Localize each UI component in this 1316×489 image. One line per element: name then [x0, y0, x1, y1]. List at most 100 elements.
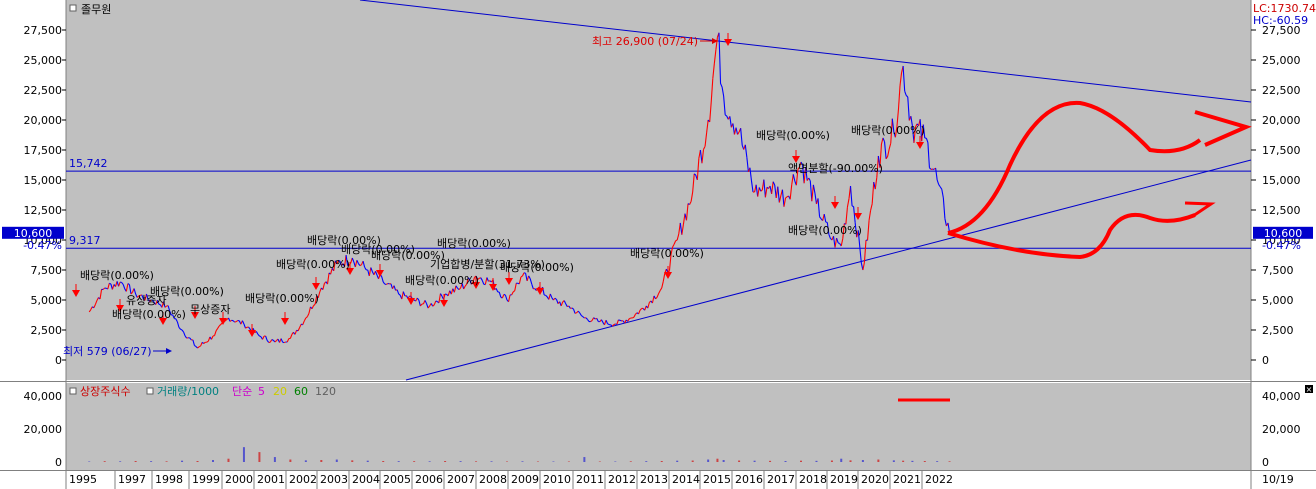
price-segment — [198, 345, 201, 348]
price-segment — [673, 240, 677, 245]
price-segment — [921, 124, 924, 142]
drawing-upper-arrow[interactable] — [1194, 110, 1252, 147]
volume-y-axis: 0 0 20,000 20,000 40,000 40,000 — [24, 390, 1301, 469]
price-segment — [670, 246, 674, 255]
x-tick-label: 2004 — [352, 473, 380, 486]
price-segment — [854, 222, 858, 238]
title-checkbox-icon[interactable] — [69, 4, 77, 12]
price-segment — [658, 290, 661, 294]
price-segment — [823, 214, 827, 223]
price-segment — [458, 287, 461, 291]
price-segment — [894, 126, 898, 138]
volume-bar — [707, 459, 710, 462]
price-segment — [333, 260, 336, 271]
price-segment — [269, 339, 273, 343]
price-segment — [427, 305, 431, 309]
price-segment — [99, 289, 103, 300]
price-segment — [382, 281, 386, 285]
volume-bar — [676, 460, 679, 462]
price-segment — [302, 320, 305, 325]
price-segment — [156, 300, 160, 305]
price-segment — [560, 301, 564, 307]
dividend-marker-icon — [219, 318, 227, 325]
price-segment — [661, 281, 664, 289]
price-segment — [245, 326, 248, 329]
price-segment — [866, 220, 870, 241]
price-segment — [461, 283, 465, 290]
price-segment — [885, 156, 889, 160]
price-segment — [424, 300, 428, 304]
price-segment — [870, 203, 873, 211]
drawing-lower-arrow[interactable] — [1184, 201, 1216, 218]
price-segment — [690, 191, 694, 202]
price-segment — [314, 295, 318, 305]
dividend-label: 배당락(0.00%) — [245, 292, 319, 305]
price-segment — [735, 127, 739, 135]
dividend-label: 배당락(0.00%) — [276, 258, 350, 271]
volume-bar — [397, 461, 400, 462]
price-segment — [890, 118, 893, 144]
price-segment — [432, 304, 435, 307]
volume-bar — [366, 460, 369, 462]
dividend-marker-icon — [281, 318, 289, 325]
resistance-trend-line[interactable] — [359, 0, 1252, 103]
volume-bar — [800, 460, 802, 462]
price-segment — [248, 326, 251, 330]
price-segment — [297, 327, 301, 332]
price-segment — [189, 337, 192, 341]
legend-checkbox-icon[interactable] — [146, 387, 154, 395]
price-segment — [607, 323, 610, 326]
price-segment — [336, 260, 339, 265]
price-segment — [356, 259, 359, 264]
volume-bar — [382, 461, 385, 462]
price-segment — [610, 324, 613, 327]
y-tick-label-right: 22,500 — [1262, 84, 1301, 97]
price-segment — [259, 335, 262, 338]
price-segment — [929, 167, 932, 170]
price-segment — [571, 307, 574, 310]
dividend-marker-icon — [792, 156, 800, 163]
price-segment — [359, 264, 362, 267]
price-segment — [484, 277, 488, 285]
price-segment — [819, 216, 822, 220]
price-segment — [744, 144, 748, 158]
volume-tick-label-right: 0 — [1262, 456, 1269, 469]
x-tick-label: 2019 — [830, 473, 858, 486]
price-segment — [629, 317, 632, 320]
y-tick-label-left: 22,500 — [24, 84, 63, 97]
price-segment — [853, 206, 856, 223]
drawing-lower-path[interactable] — [947, 213, 1196, 260]
price-segment — [922, 124, 926, 139]
price-segment — [172, 314, 175, 319]
price-segment — [477, 277, 480, 280]
price-segment — [896, 108, 900, 127]
price-segment — [899, 72, 903, 86]
dividend-marker-icon — [536, 288, 544, 295]
price-segment — [712, 63, 715, 79]
price-segment — [876, 155, 879, 178]
close-panel-button[interactable] — [1305, 385, 1313, 393]
volume-bar — [134, 461, 137, 462]
y-axis-right: 02,5005,0007,50010,00012,50015,00017,500… — [1251, 24, 1301, 367]
legend-checkbox-icon[interactable] — [69, 387, 77, 395]
price-segment — [587, 319, 590, 322]
price-segment — [402, 291, 406, 297]
price-segment — [721, 86, 725, 97]
price-segment — [455, 285, 458, 289]
volume-bar — [320, 460, 323, 462]
dividend-label: 배당락(0.00%) — [630, 247, 704, 260]
price-segment — [797, 166, 800, 170]
price-segment — [701, 149, 705, 164]
price-segment — [939, 186, 943, 190]
support-trend-line[interactable] — [405, 159, 1252, 381]
price-segment — [243, 323, 247, 329]
x-tick-label: 1999 — [192, 473, 220, 486]
price-segment — [109, 282, 112, 285]
legend-ma60: 60 — [294, 385, 308, 398]
price-segment — [783, 197, 787, 207]
level-label-upper: 15,742 — [69, 157, 108, 170]
volume-bar — [660, 461, 663, 462]
price-segment — [207, 336, 211, 342]
drawing-upper-path[interactable] — [947, 100, 1202, 235]
